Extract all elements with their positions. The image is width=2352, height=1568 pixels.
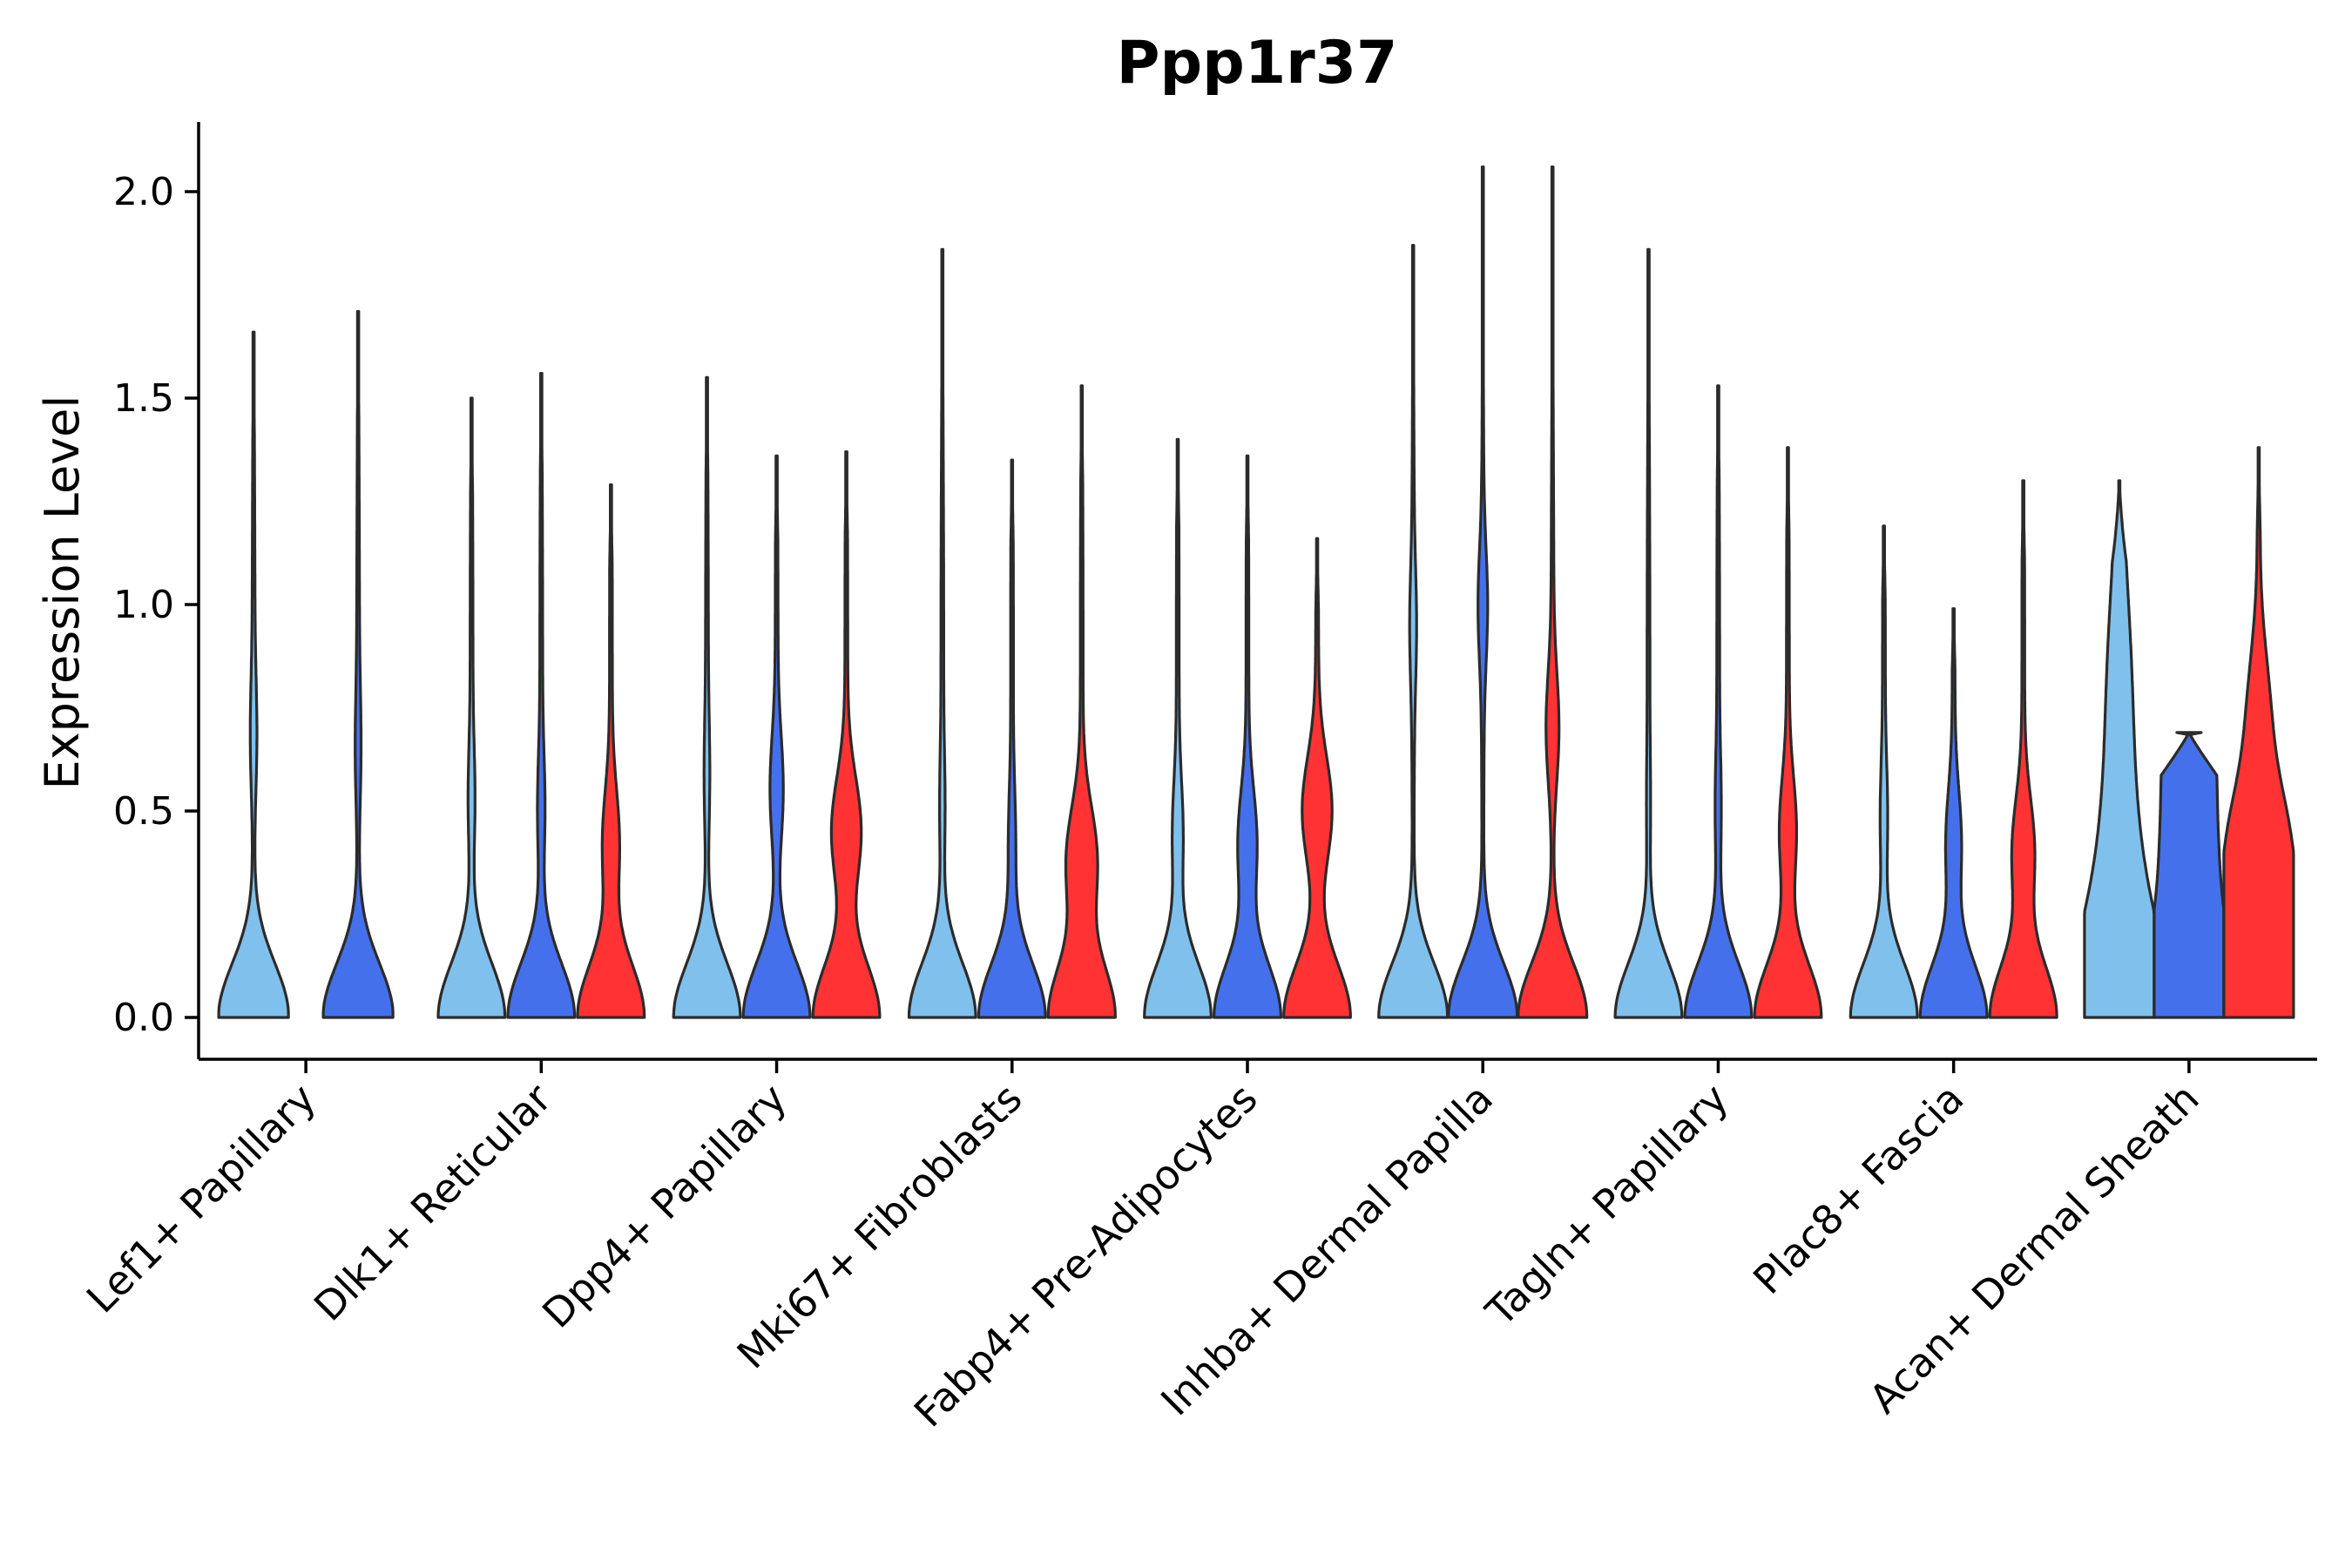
- violin-fabp4-pre-adipocytes-group-1: [1213, 454, 1282, 1019]
- violin-dlk1-reticular-group-0: [436, 396, 507, 1019]
- x-tick-label: Tagln+ Papillary: [1477, 1075, 1738, 1336]
- y-tick-label: 1.5: [113, 376, 174, 421]
- violin-dpp4-papillary-group-1: [741, 454, 812, 1019]
- violin-dpp4-papillary-group-0: [672, 375, 742, 1019]
- violin-acan-dermal-sheath-group-1: [2153, 731, 2226, 1019]
- violin-lef1-papillary-group-0: [217, 330, 290, 1019]
- violin-fabp4-pre-adipocytes-group-2: [1282, 537, 1352, 1019]
- violin-plac8-fascia-group-0: [1848, 524, 1919, 1019]
- x-tick-label: Dpp4+ Papillary: [533, 1075, 795, 1337]
- violin-dpp4-papillary-group-2: [811, 450, 882, 1019]
- violin-plac8-fascia-group-2: [1988, 479, 2058, 1019]
- violin-tagln-papillary-group-0: [1613, 247, 1684, 1019]
- violin-lef1-papillary-group-1: [321, 309, 395, 1019]
- violin-fabp4-pre-adipocytes-group-0: [1143, 437, 1213, 1019]
- violin-plac8-fascia-group-1: [1918, 607, 1989, 1019]
- violin-mki67-fibroblasts-group-0: [907, 247, 977, 1019]
- violin-acan-dermal-sheath-group-2: [2222, 446, 2295, 1019]
- violin-dlk1-reticular-group-2: [576, 483, 646, 1019]
- y-tick-label: 0.5: [113, 789, 174, 834]
- violin-acan-dermal-sheath-group-0: [2083, 479, 2156, 1019]
- violin-inhba-dermal-papilla-group-1: [1447, 166, 1519, 1019]
- x-tick-label: Dlk1+ Reticular: [305, 1075, 560, 1330]
- y-tick-label: 2.0: [113, 170, 174, 214]
- y-tick-label: 0.0: [113, 996, 174, 1040]
- violin-inhba-dermal-papilla-group-0: [1377, 244, 1450, 1019]
- violin-inhba-dermal-papilla-group-2: [1517, 166, 1589, 1019]
- violin-mki67-fibroblasts-group-2: [1046, 384, 1117, 1019]
- violin-dlk1-reticular-group-1: [506, 372, 577, 1019]
- violin-tagln-papillary-group-2: [1753, 446, 1823, 1019]
- violin-tagln-papillary-group-1: [1683, 384, 1754, 1019]
- violins: [217, 166, 2295, 1019]
- y-axis-label: Expression Level: [35, 395, 90, 790]
- violin-mki67-fibroblasts-group-1: [977, 458, 1047, 1019]
- x-tick-label: Plac8+ Fascia: [1744, 1075, 1972, 1303]
- y-tick-label: 1.0: [113, 583, 174, 627]
- x-tick-label: Lef1+ Papillary: [78, 1075, 325, 1322]
- chart-title: Ppp1r37: [1117, 29, 1398, 98]
